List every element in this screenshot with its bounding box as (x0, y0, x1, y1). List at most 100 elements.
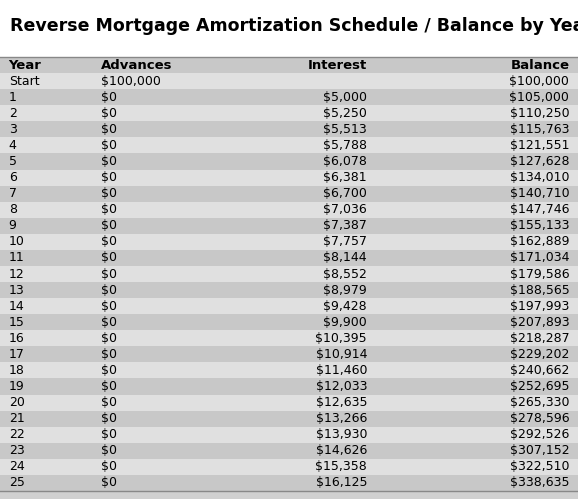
Text: 9: 9 (9, 219, 17, 232)
Text: Start: Start (9, 75, 39, 88)
Bar (0, 459, 578, 475)
Text: Balance: Balance (510, 58, 569, 71)
Bar (0, 266, 578, 282)
Text: $322,510: $322,510 (510, 461, 569, 474)
Text: $162,889: $162,889 (510, 236, 569, 249)
Text: 20: 20 (9, 396, 24, 409)
Text: 8: 8 (9, 203, 17, 216)
Text: $5,513: $5,513 (323, 123, 367, 136)
Text: 6: 6 (9, 171, 17, 184)
Text: $121,551: $121,551 (510, 139, 569, 152)
Text: $0: $0 (101, 283, 117, 296)
Text: Reverse Mortgage Amortization Schedule / Balance by Year: Reverse Mortgage Amortization Schedule /… (10, 17, 578, 35)
Text: $9,900: $9,900 (323, 316, 367, 329)
Bar (0, 411, 578, 427)
Bar (0, 475, 578, 491)
Text: $0: $0 (101, 364, 117, 377)
Text: $0: $0 (101, 332, 117, 345)
Text: $10,395: $10,395 (316, 332, 367, 345)
Text: $100,000: $100,000 (509, 75, 569, 88)
Text: 5: 5 (9, 155, 17, 168)
Text: $240,662: $240,662 (510, 364, 569, 377)
Text: $252,695: $252,695 (510, 380, 569, 393)
Text: Year: Year (9, 58, 42, 71)
Text: 2: 2 (9, 107, 17, 120)
Text: $171,034: $171,034 (510, 251, 569, 264)
Text: $188,565: $188,565 (510, 283, 569, 296)
Text: $338,635: $338,635 (510, 477, 569, 490)
Text: $11,460: $11,460 (316, 364, 367, 377)
Bar (0, 282, 578, 298)
Text: $140,710: $140,710 (510, 187, 569, 200)
Bar (0, 186, 578, 202)
Text: $14,626: $14,626 (316, 444, 367, 457)
Text: $8,552: $8,552 (323, 267, 367, 280)
Text: $0: $0 (101, 219, 117, 232)
Bar (0, 218, 578, 234)
Text: $0: $0 (101, 461, 117, 474)
Text: $0: $0 (101, 155, 117, 168)
Text: $147,746: $147,746 (510, 203, 569, 216)
Bar (0, 298, 578, 314)
Text: $7,757: $7,757 (323, 236, 367, 249)
Text: $0: $0 (101, 236, 117, 249)
Text: $6,078: $6,078 (323, 155, 367, 168)
Text: $0: $0 (101, 428, 117, 441)
Text: 15: 15 (9, 316, 24, 329)
Bar (0, 395, 578, 411)
Text: $6,700: $6,700 (323, 187, 367, 200)
Text: $0: $0 (101, 299, 117, 313)
Bar (0, 137, 578, 154)
Text: $9,428: $9,428 (324, 299, 367, 313)
Text: $100,000: $100,000 (101, 75, 161, 88)
Text: 21: 21 (9, 412, 24, 425)
Text: $110,250: $110,250 (510, 107, 569, 120)
Bar (0, 346, 578, 362)
Bar (0, 73, 578, 89)
Text: $6,381: $6,381 (324, 171, 367, 184)
Text: 24: 24 (9, 461, 24, 474)
Text: $179,586: $179,586 (510, 267, 569, 280)
Bar (0, 378, 578, 395)
Text: $127,628: $127,628 (510, 155, 569, 168)
Text: 10: 10 (9, 236, 24, 249)
Bar (0, 121, 578, 137)
Text: $8,144: $8,144 (324, 251, 367, 264)
Text: $5,250: $5,250 (323, 107, 367, 120)
Text: $13,930: $13,930 (316, 428, 367, 441)
Text: 13: 13 (9, 283, 24, 296)
Bar (0, 314, 578, 330)
Text: 7: 7 (9, 187, 17, 200)
Text: $15,358: $15,358 (315, 461, 367, 474)
Text: 23: 23 (9, 444, 24, 457)
Bar (0, 105, 578, 121)
Bar (0, 250, 578, 266)
Text: $0: $0 (101, 316, 117, 329)
Text: $7,036: $7,036 (323, 203, 367, 216)
Text: $0: $0 (101, 267, 117, 280)
Text: 19: 19 (9, 380, 24, 393)
Text: 12: 12 (9, 267, 24, 280)
Text: 16: 16 (9, 332, 24, 345)
Text: 25: 25 (9, 477, 24, 490)
Text: $0: $0 (101, 123, 117, 136)
Text: $0: $0 (101, 396, 117, 409)
Text: $155,133: $155,133 (510, 219, 569, 232)
Text: $7,387: $7,387 (323, 219, 367, 232)
Text: $134,010: $134,010 (510, 171, 569, 184)
Text: $265,330: $265,330 (510, 396, 569, 409)
Text: $0: $0 (101, 348, 117, 361)
Text: Interest: Interest (307, 58, 367, 71)
Bar (0, 170, 578, 186)
Text: 14: 14 (9, 299, 24, 313)
Text: $0: $0 (101, 139, 117, 152)
Bar (0, 330, 578, 346)
Text: $0: $0 (101, 412, 117, 425)
Text: 11: 11 (9, 251, 24, 264)
Text: $229,202: $229,202 (510, 348, 569, 361)
Text: $0: $0 (101, 380, 117, 393)
Bar (0, 57, 578, 73)
Text: $0: $0 (101, 444, 117, 457)
Bar (0, 154, 578, 170)
Text: $0: $0 (101, 171, 117, 184)
